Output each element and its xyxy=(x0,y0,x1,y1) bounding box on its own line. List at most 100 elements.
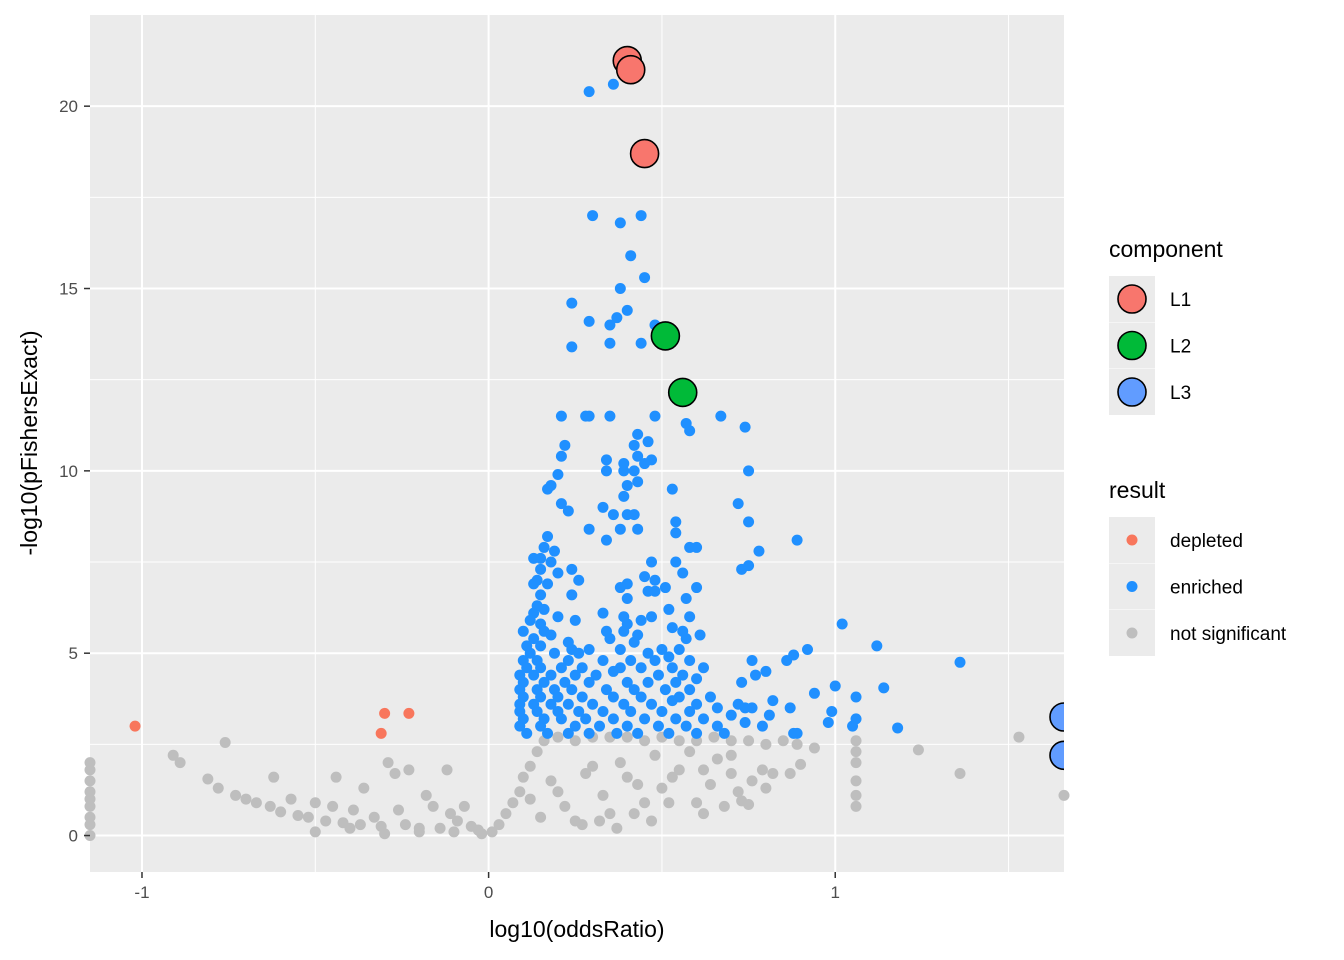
point-depleted xyxy=(403,707,415,719)
point-enriched xyxy=(826,706,838,718)
point-not-significant xyxy=(850,746,862,758)
point-not-significant xyxy=(292,809,304,821)
point-enriched xyxy=(562,698,574,710)
point-not-significant xyxy=(545,775,557,787)
point-enriched xyxy=(802,644,814,656)
point-enriched xyxy=(649,654,661,666)
point-enriched xyxy=(535,589,547,601)
point-enriched xyxy=(656,706,668,718)
point-enriched xyxy=(663,727,675,739)
point-not-significant xyxy=(777,735,789,747)
point-enriched xyxy=(604,319,616,331)
point-enriched xyxy=(545,669,557,681)
point-enriched xyxy=(614,217,626,229)
point-enriched xyxy=(670,676,682,688)
point-not-significant xyxy=(347,804,359,816)
point-enriched xyxy=(639,458,651,470)
point-enriched xyxy=(621,578,633,590)
point-not-significant xyxy=(649,749,661,761)
point-enriched xyxy=(680,633,692,645)
point-enriched xyxy=(691,727,703,739)
point-enriched xyxy=(517,625,529,637)
point-enriched xyxy=(569,669,581,681)
point-enriched xyxy=(850,691,862,703)
point-not-significant xyxy=(500,808,512,820)
point-enriched xyxy=(604,633,616,645)
point-enriched xyxy=(632,476,644,488)
point-not-significant xyxy=(382,757,394,769)
point-enriched xyxy=(535,720,547,732)
point-enriched xyxy=(628,439,640,451)
point-enriched xyxy=(691,541,703,553)
point-enriched xyxy=(625,250,637,262)
point-not-significant xyxy=(240,793,252,805)
point-enriched xyxy=(639,571,651,583)
point-enriched xyxy=(621,720,633,732)
point-not-significant xyxy=(646,815,658,827)
point-not-significant xyxy=(559,800,571,812)
point-enriched xyxy=(562,505,574,517)
point-enriched xyxy=(694,629,706,641)
point-enriched xyxy=(736,676,748,688)
point-enriched xyxy=(566,341,578,353)
point-enriched xyxy=(684,425,696,437)
point-not-significant xyxy=(358,782,370,794)
point-enriched xyxy=(677,567,689,579)
point-enriched xyxy=(559,676,571,688)
point-enriched xyxy=(739,716,751,728)
point-enriched xyxy=(635,337,647,349)
point-not-significant xyxy=(767,768,779,780)
point-not-significant xyxy=(531,746,543,758)
point-not-significant xyxy=(268,771,280,783)
major-gridlines xyxy=(90,15,1064,872)
point-enriched xyxy=(732,498,744,510)
point-enriched xyxy=(583,644,595,656)
point-not-significant xyxy=(760,782,772,794)
point-enriched xyxy=(711,720,723,732)
point-not-significant xyxy=(743,799,755,811)
point-not-significant xyxy=(621,731,633,743)
point-not-significant xyxy=(604,808,616,820)
point-not-significant xyxy=(413,826,425,838)
point-enriched xyxy=(739,702,751,714)
y-tick-label: 15 xyxy=(59,280,78,299)
point-not-significant xyxy=(743,735,755,747)
point-enriched xyxy=(625,654,637,666)
point-enriched xyxy=(822,716,834,728)
point-enriched xyxy=(535,640,547,652)
point-enriched xyxy=(704,691,716,703)
point-enriched xyxy=(600,465,612,477)
point-enriched xyxy=(677,669,689,681)
point-enriched xyxy=(808,687,820,699)
point-component-L1 xyxy=(615,54,646,85)
point-enriched xyxy=(767,695,779,707)
point-not-significant xyxy=(756,764,768,776)
point-not-significant xyxy=(392,804,404,816)
point-enriched xyxy=(524,614,536,626)
point-enriched xyxy=(538,603,550,615)
point-enriched xyxy=(691,582,703,594)
point-not-significant xyxy=(850,789,862,801)
point-enriched xyxy=(555,713,567,725)
point-enriched xyxy=(535,563,547,575)
point-not-significant xyxy=(673,735,685,747)
point-enriched xyxy=(545,556,557,568)
legend-title-result: result xyxy=(1109,477,1166,503)
point-not-significant xyxy=(486,826,498,838)
point-enriched xyxy=(836,618,848,630)
point-not-significant xyxy=(444,808,456,820)
point-enriched xyxy=(583,410,595,422)
point-enriched xyxy=(656,644,668,656)
point-not-significant xyxy=(808,742,820,754)
legend-key-depleted xyxy=(1126,534,1138,546)
point-not-significant xyxy=(275,806,287,818)
point-not-significant xyxy=(202,773,214,785)
point-enriched xyxy=(607,665,619,677)
x-tick-label: -1 xyxy=(134,883,149,902)
point-enriched xyxy=(614,523,626,535)
point-not-significant xyxy=(639,735,651,747)
legend-label-depleted: depleted xyxy=(1170,531,1243,552)
point-not-significant xyxy=(850,757,862,769)
point-enriched xyxy=(646,556,658,568)
point-enriched xyxy=(604,337,616,349)
